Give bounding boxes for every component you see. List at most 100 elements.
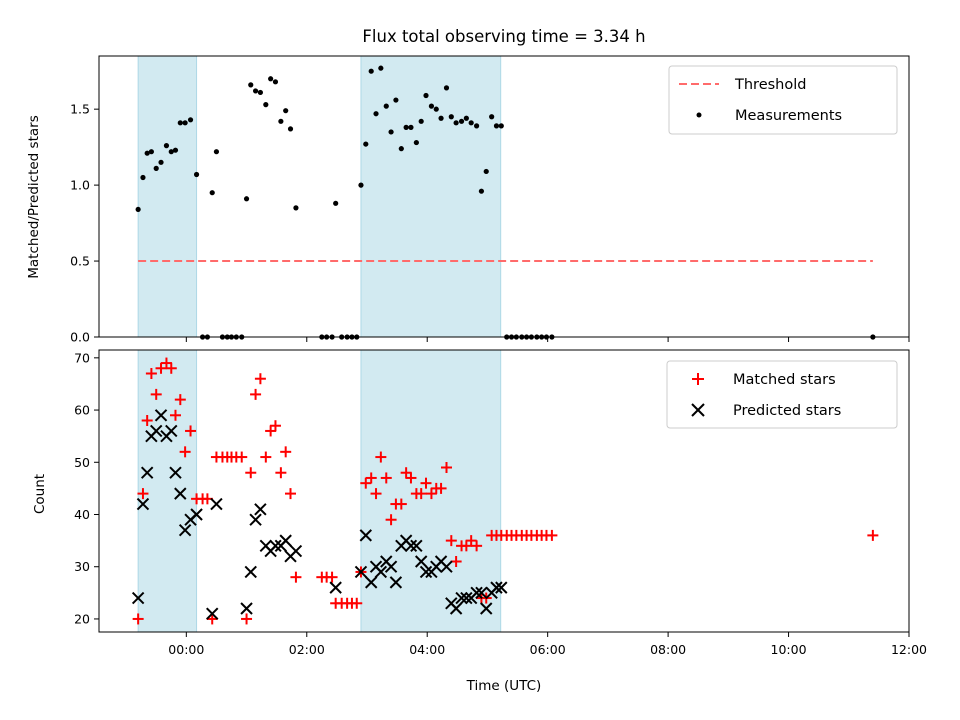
predicted-star-point xyxy=(174,487,187,500)
measurement-point xyxy=(252,88,259,94)
predicted-star-point xyxy=(404,539,418,553)
matched-star-point xyxy=(254,373,266,385)
matched-star-point xyxy=(471,540,483,552)
matched-star-point xyxy=(365,472,377,484)
matched-star-point xyxy=(405,472,417,484)
measurement-point xyxy=(408,124,414,130)
predicted-star-point xyxy=(414,555,428,568)
matched-star-point xyxy=(275,467,287,479)
predicted-star-point xyxy=(249,513,262,526)
matched-star-point xyxy=(326,571,338,583)
predicted-stars-points xyxy=(131,409,508,620)
predicted-star-point xyxy=(169,466,182,479)
measurement-point xyxy=(333,200,339,206)
matched-star-point xyxy=(867,529,879,541)
matched-star-point xyxy=(465,535,477,547)
measurement-point xyxy=(135,206,141,213)
x-tick-label: 12:00 xyxy=(891,642,927,657)
measurement-point xyxy=(278,118,284,124)
matched-star-point xyxy=(241,613,253,625)
x-tick-label: 02:00 xyxy=(289,642,325,657)
measurement-point xyxy=(187,117,194,123)
predicted-star-point xyxy=(419,565,433,579)
measurement-point xyxy=(428,103,435,109)
shaded-region-0 xyxy=(137,55,198,338)
measurement-point xyxy=(368,68,374,74)
matched-star-point xyxy=(415,488,427,500)
legend-predicted-swatch xyxy=(691,403,705,417)
predicted-star-point xyxy=(150,424,163,438)
legend-matched-label: Matched stars xyxy=(733,372,836,388)
legend-matched-swatch xyxy=(692,373,704,385)
bottom-axes-frame xyxy=(98,349,910,633)
matched-star-point xyxy=(265,425,277,437)
legend-measurements-label: Measurements xyxy=(735,108,842,124)
measurement-point xyxy=(168,149,174,155)
measurement-point xyxy=(287,126,294,132)
measurement-point xyxy=(248,82,254,88)
matched-star-point xyxy=(420,477,432,489)
measurement-point xyxy=(453,120,459,126)
predicted-star-point xyxy=(165,424,178,438)
matched-star-point xyxy=(400,467,412,479)
measurement-point xyxy=(473,123,480,129)
matched-star-point xyxy=(351,597,363,609)
predicted-star-point xyxy=(374,565,388,579)
measurement-point xyxy=(358,182,364,188)
measurement-point xyxy=(393,97,399,103)
matched-star-point xyxy=(290,571,302,583)
top-panel: 0.0 0.5 1.0 1.5 Matched/Predicted stars Thr… xyxy=(26,55,910,345)
predicted-star-point xyxy=(279,534,292,547)
matched-star-point xyxy=(375,451,387,463)
matched-star-point xyxy=(250,388,262,400)
shaded-region-1 xyxy=(360,55,502,338)
matched-star-point xyxy=(370,488,382,500)
top-y-tick-label: 0.5 xyxy=(70,254,90,269)
predicted-star-point xyxy=(470,586,483,600)
bottom-y-tick-label: 20 xyxy=(74,611,90,626)
x-tick-label: 08:00 xyxy=(650,642,686,657)
legend-predicted-label: Predicted stars xyxy=(733,403,841,419)
measurement-point xyxy=(172,147,179,153)
matched-star-point xyxy=(145,368,157,379)
bottom-legend-box xyxy=(666,360,898,429)
x-tick-label: 00:00 xyxy=(168,642,204,657)
predicted-star-point xyxy=(384,560,398,573)
bottom-legend: Matched stars Predicted stars xyxy=(666,360,898,429)
measurement-point xyxy=(443,85,450,91)
top-legend-box xyxy=(668,65,898,135)
matched-star-point xyxy=(150,388,162,400)
top-y-tick-label: 0.0 xyxy=(70,330,90,345)
measurement-point xyxy=(163,143,170,149)
top-axes-frame xyxy=(98,55,910,338)
matched-star-point xyxy=(137,488,149,500)
measurement-point xyxy=(158,159,164,165)
predicted-star-point xyxy=(449,602,463,615)
measurement-point xyxy=(383,103,389,109)
predicted-star-point xyxy=(410,539,423,553)
matched-star-point xyxy=(260,451,272,463)
predicted-star-point xyxy=(254,503,267,516)
measurement-point xyxy=(398,146,404,152)
measurement-point xyxy=(458,118,465,124)
matched-star-point xyxy=(206,613,218,625)
matched-star-point xyxy=(132,613,144,625)
measurement-point xyxy=(272,79,279,85)
measurement-point xyxy=(468,120,474,126)
measurement-point xyxy=(263,102,269,108)
measurement-point xyxy=(213,149,220,155)
top-y-tick-label: 1.0 xyxy=(70,178,90,193)
matched-star-point xyxy=(285,488,297,500)
matched-star-point xyxy=(435,482,447,494)
measurement-point xyxy=(418,118,424,124)
matched-stars-points xyxy=(132,357,879,625)
measurement-point xyxy=(193,171,200,178)
measurement-point xyxy=(144,150,150,156)
matched-star-point xyxy=(546,529,558,541)
bottom-y-ticks: 20 30 40 50 60 70 xyxy=(74,350,99,626)
predicted-star-point xyxy=(206,607,219,620)
bottom-y-tick-label: 30 xyxy=(74,559,90,574)
shaded-region-0 xyxy=(137,349,198,633)
predicted-star-point xyxy=(269,539,282,553)
